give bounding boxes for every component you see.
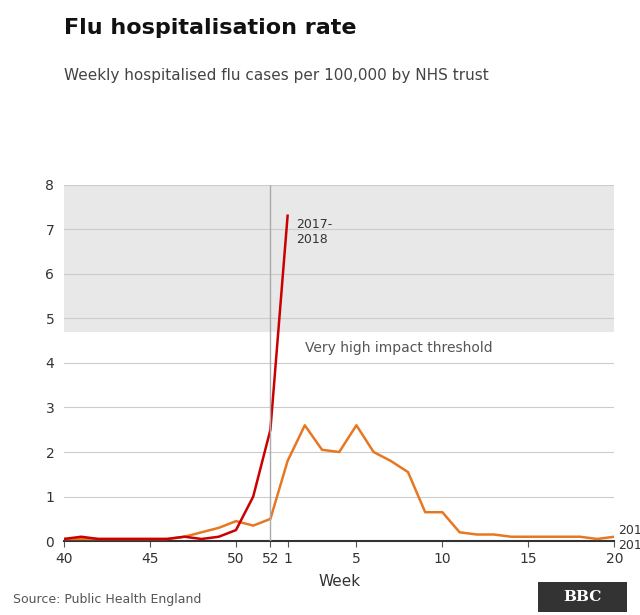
Text: Source: Public Health England: Source: Public Health England xyxy=(13,593,201,606)
Text: BBC: BBC xyxy=(563,590,602,604)
Text: Very high impact threshold: Very high impact threshold xyxy=(305,341,492,355)
Text: Flu hospitalisation rate: Flu hospitalisation rate xyxy=(64,18,356,39)
Text: Weekly hospitalised flu cases per 100,000 by NHS trust: Weekly hospitalised flu cases per 100,00… xyxy=(64,68,489,82)
X-axis label: Week: Week xyxy=(318,574,360,589)
Text: 2017-
2018: 2017- 2018 xyxy=(296,218,332,246)
Bar xyxy=(64,184,614,331)
Text: 2016-
2017: 2016- 2017 xyxy=(618,523,640,552)
